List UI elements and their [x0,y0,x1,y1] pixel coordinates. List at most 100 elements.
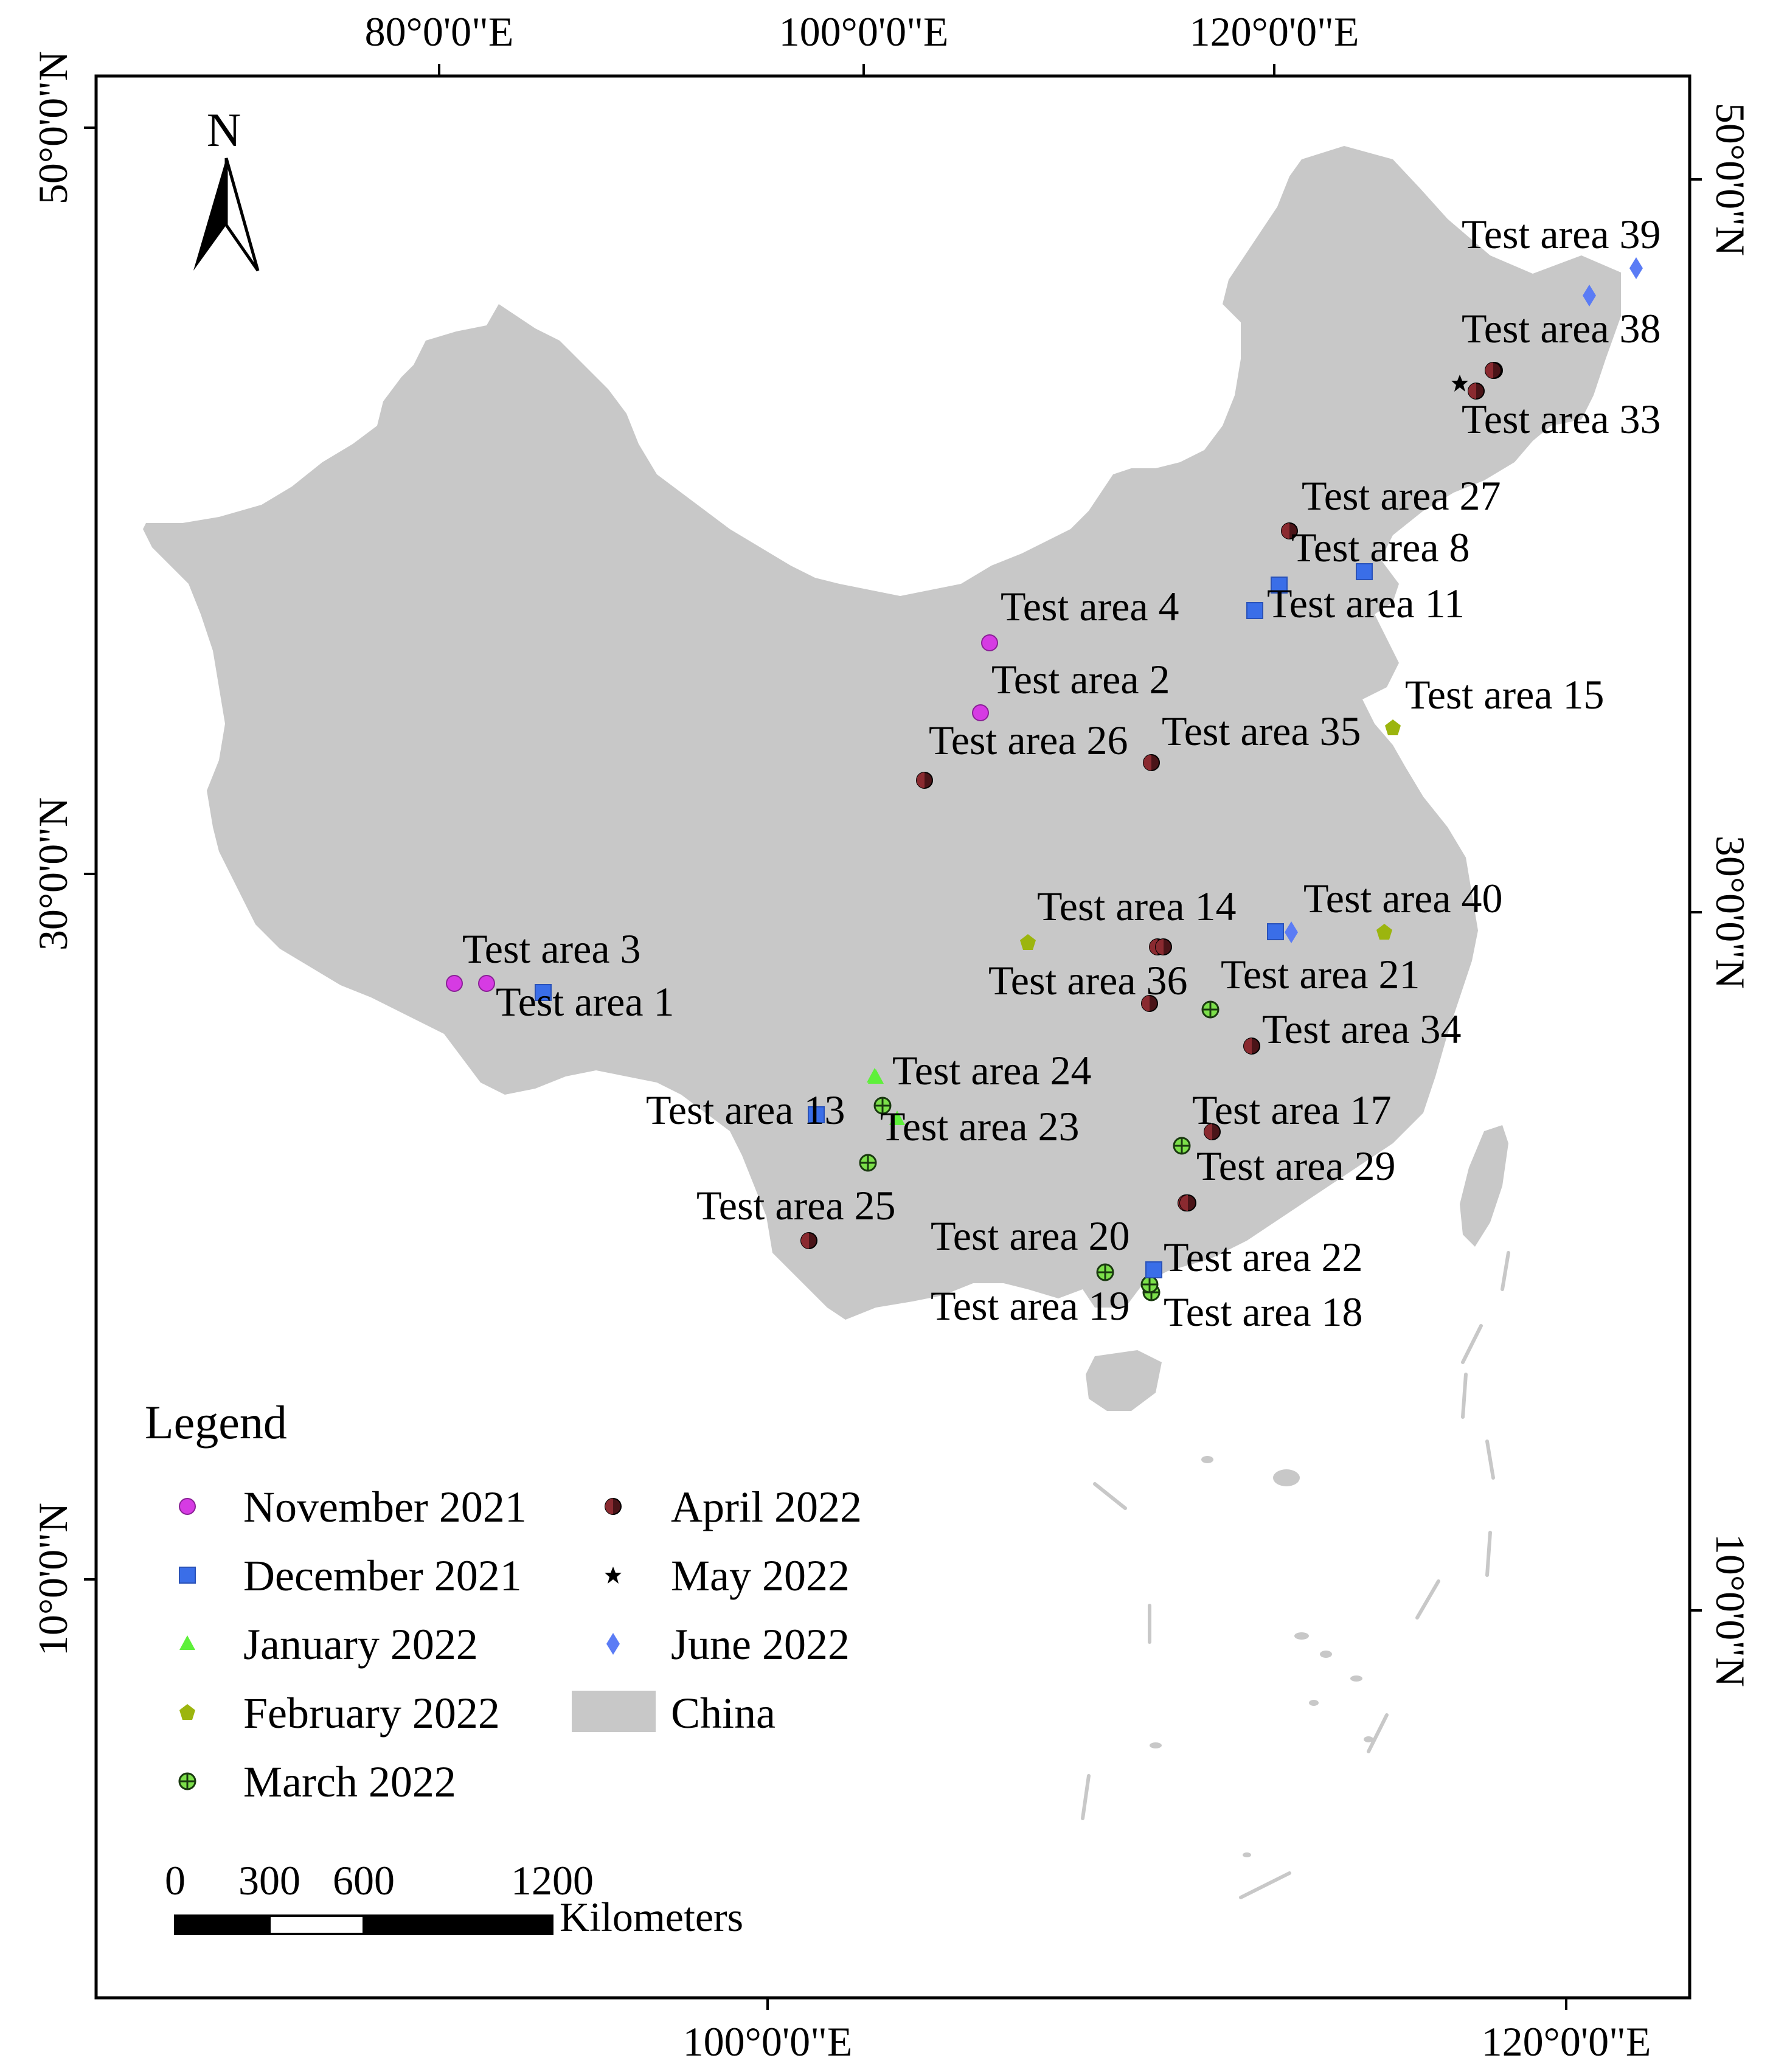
legend-entry-china: China [572,1689,775,1738]
legend-symbol-april-2022 [605,1498,622,1515]
test-area-1-label: Test area 1 [496,979,675,1025]
legend-label-february-2022: February 2022 [243,1689,500,1738]
extra-point-marker-10 [1155,938,1172,955]
legend-symbol-november-2021 [179,1498,196,1515]
legend: Legend November 2021 December 2021 Janua… [145,1396,862,1806]
test-area-25-label: Test area 25 [696,1182,896,1228]
island-d [1320,1651,1332,1658]
island-a [1273,1469,1300,1486]
test-area-38-label: Test area 38 [1462,305,1661,352]
legend-entry-march-2022: March 2022 [178,1758,456,1806]
test-area-25-marker [800,1232,817,1249]
extra-point-marker-11 [1179,1194,1196,1211]
test-area-19-label: Test area 19 [931,1283,1130,1329]
lat-label-30n: 30°0'0"N [30,797,76,951]
test-area-36-label: Test area 36 [988,957,1188,1003]
test-area-3-label: Test area 3 [462,926,641,972]
test-area-27-label: Test area 27 [1302,473,1501,519]
legend-label-china: China [671,1689,775,1738]
lon-label-bottom-100e: 100°0'0"E [683,2018,853,2065]
legend-label-december-2021: December 2021 [243,1551,522,1600]
legend-symbol-march-2022 [178,1772,196,1790]
test-area-35-label: Test area 35 [1162,708,1361,754]
test-area-24-label: Test area 24 [892,1047,1092,1093]
scale-tick-600: 600 [333,1857,395,1904]
legend-label-june-2022: June 2022 [671,1620,850,1669]
test-area-33-label: Test area 33 [1462,396,1661,442]
north-arrow-label: N [207,103,241,156]
scale-segment-2 [268,1914,365,1935]
test-area-11-label: Test area 11 [1267,580,1465,626]
scale-segment-1 [174,1914,271,1935]
scale-bar: 0 300 600 1200 Kilometers [165,1857,743,1940]
test-area-11-marker [1246,602,1263,619]
maritime-boundary-dashes [1081,1251,1510,1899]
extra-point-marker-8 [859,1154,877,1172]
china-mainland [143,146,1621,1320]
test-area-40-label: Test area 40 [1303,875,1503,921]
extra-point-marker-12 [1485,362,1502,379]
north-arrow-icon [193,158,226,271]
legend-entry-december-2021: December 2021 [179,1551,522,1600]
extra-point-marker-3 [1267,923,1284,940]
legend-label-april-2022: April 2022 [671,1483,862,1531]
test-area-18-label: Test area 18 [1164,1289,1363,1335]
legend-label-march-2022: March 2022 [243,1758,456,1806]
test-area-22-label: Test area 22 [1164,1234,1363,1280]
test-area-21-label: Test area 21 [1221,951,1420,997]
test-area-23-label: Test area 23 [880,1103,1080,1149]
lon-label-100e: 100°0'0"E [779,9,949,55]
legend-symbol-china [572,1691,656,1732]
test-area-39-label: Test area 39 [1462,211,1661,257]
test-area-3-marker [446,975,463,992]
test-area-20-label: Test area 20 [931,1213,1130,1259]
test-area-15-label: Test area 15 [1405,671,1605,718]
island-h [1364,1736,1373,1742]
test-area-34-marker [1243,1038,1260,1055]
test-area-35-marker [1143,754,1160,771]
scale-tick-300: 300 [238,1857,300,1904]
legend-entry-november-2021: November 2021 [179,1483,527,1531]
lat-labels-right: 50°0'0"N 30°0'0"N 10°0'0"N [1707,103,1754,1687]
lat-label-right-10n: 10°0'0"N [1707,1534,1754,1687]
lon-labels-bottom: 100°0'0"E 120°0'0"E [683,2018,1651,2065]
test-area-20-marker [1096,1263,1114,1281]
graticule-ticks [84,64,1702,2010]
hainan-island [1086,1350,1162,1411]
test-area-34-label: Test area 34 [1262,1006,1462,1052]
legend-entry-april-2022: April 2022 [605,1483,862,1531]
island-e [1350,1675,1362,1682]
legend-title: Legend [145,1396,287,1449]
lon-labels-top: 80°0'0"E 100°0'0"E 120°0'0"E [365,9,1359,55]
lat-label-50n: 50°0'0"N [30,51,76,204]
legend-entry-june-2022: June 2022 [606,1620,850,1669]
extra-point-marker-1 [478,975,495,992]
island-b [1201,1456,1213,1463]
legend-symbol-december-2021 [179,1567,196,1584]
test-area-26-marker [916,772,933,789]
lat-label-10n: 10°0'0"N [30,1503,76,1656]
test-area-21-marker [1201,1000,1220,1019]
legend-entry-february-2022: February 2022 [179,1689,500,1738]
lon-label-80e: 80°0'0"E [365,9,514,55]
lat-label-right-30n: 30°0'0"N [1707,836,1754,989]
test-area-4-marker [981,634,998,651]
taiwan-island [1460,1125,1508,1247]
island-i [1243,1852,1251,1857]
scale-tick-1200: 1200 [511,1857,594,1904]
lat-label-right-50n: 50°0'0"N [1707,103,1754,256]
test-area-13-label: Test area 13 [646,1087,845,1133]
lon-label-120e: 120°0'0"E [1190,9,1359,55]
test-area-2-label: Test area 2 [991,656,1170,702]
islands [1086,1125,1508,1857]
test-area-29-label: Test area 29 [1196,1143,1396,1189]
test-area-8-label: Test area 8 [1291,524,1470,570]
extra-point-marker-9 [1173,1137,1191,1155]
lat-labels-left: 50°0'0"N 30°0'0"N 10°0'0"N [30,51,76,1656]
legend-label-january-2022: January 2022 [243,1620,478,1669]
scale-segment-3 [363,1914,553,1935]
legend-label-november-2021: November 2021 [243,1483,527,1531]
test-area-26-label: Test area 26 [929,717,1128,763]
test-area-4-label: Test area 4 [1001,583,1179,629]
